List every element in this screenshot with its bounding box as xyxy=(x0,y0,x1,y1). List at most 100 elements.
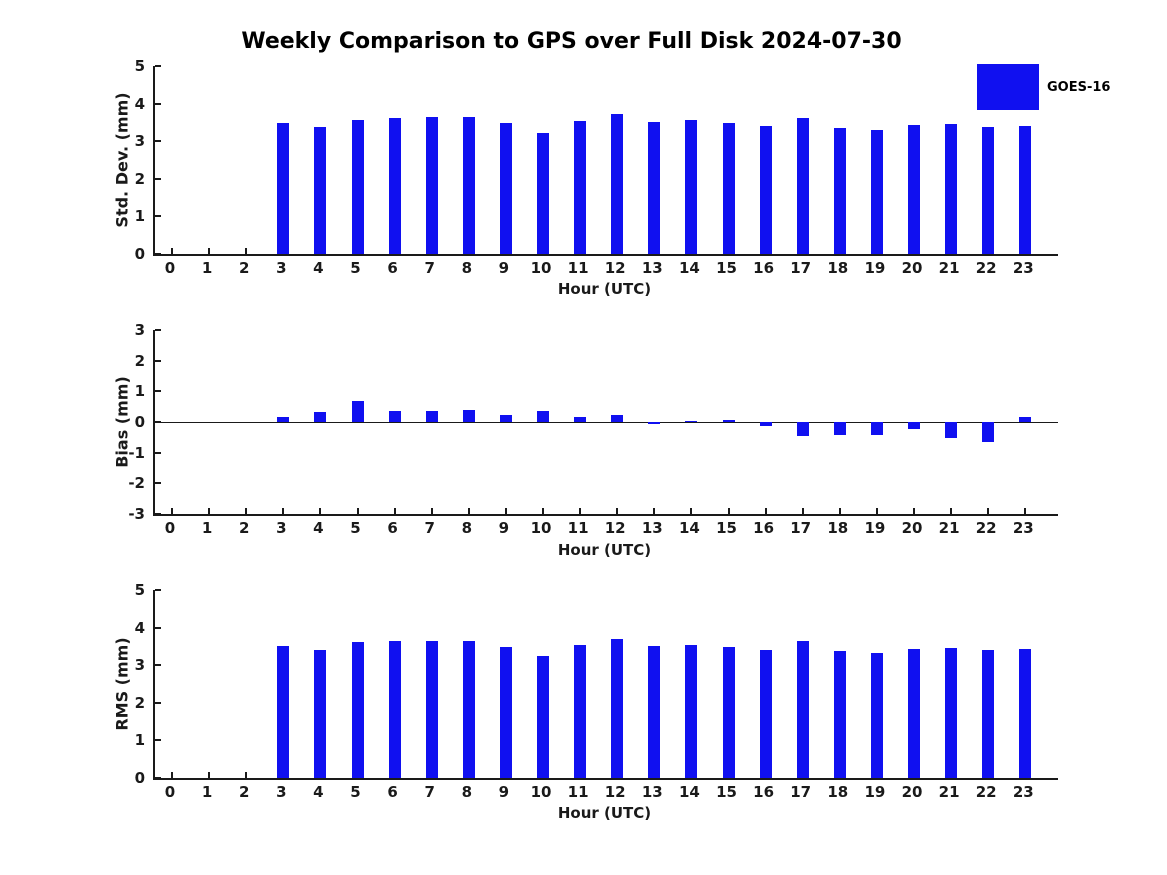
y-axis-label-rms: RMS (mm) xyxy=(112,637,132,731)
x-tick-label: 8 xyxy=(461,782,473,801)
bar-hour-18 xyxy=(833,127,846,254)
x-tick-label: 21 xyxy=(938,258,960,277)
bar-hour-6 xyxy=(388,117,401,254)
y-tick xyxy=(155,482,161,485)
y-tick-label: 0 xyxy=(134,244,145,263)
x-tick-label: 4 xyxy=(313,258,324,277)
x-tick-label: 13 xyxy=(641,258,663,277)
x-tick-label: 16 xyxy=(753,519,775,537)
x-tick-label: 15 xyxy=(716,258,737,277)
bar-hour-4 xyxy=(314,126,327,254)
x-tick xyxy=(430,508,433,514)
x-tick xyxy=(987,508,990,514)
bar-hour-5 xyxy=(351,401,364,422)
x-tick-label: 10 xyxy=(530,519,552,537)
bar-hour-11 xyxy=(574,644,587,778)
bar-hour-10 xyxy=(537,410,549,422)
y-tick xyxy=(155,664,161,666)
x-axis-label-stddev: Hour (UTC) xyxy=(557,280,652,298)
bar-hour-19 xyxy=(870,653,883,778)
y-tick xyxy=(155,215,161,217)
x-tick-label: 22 xyxy=(975,258,997,277)
y-tick xyxy=(155,589,161,591)
bar-hour-15 xyxy=(722,123,735,254)
x-tick-label: 6 xyxy=(387,782,398,801)
legend-label: GOES-16 xyxy=(1047,79,1111,95)
x-tick-label: 4 xyxy=(313,782,324,801)
bar-hour-5 xyxy=(351,642,364,778)
x-tick-label: 7 xyxy=(424,519,435,537)
bar-hour-20 xyxy=(908,422,920,430)
x-tick-label: 5 xyxy=(350,782,361,801)
bar-hour-22 xyxy=(982,126,995,254)
x-tick-label: 16 xyxy=(753,258,775,277)
bar-hour-8 xyxy=(462,640,475,778)
x-tick-label: 20 xyxy=(901,258,923,277)
x-tick-label: 20 xyxy=(901,782,923,801)
x-tick-label: 23 xyxy=(1012,258,1034,277)
bar-hour-21 xyxy=(945,422,958,438)
y-tick xyxy=(155,421,161,423)
y-tick xyxy=(155,451,161,454)
x-tick-label: 8 xyxy=(461,519,473,537)
bar-hour-9 xyxy=(499,414,512,422)
x-tick xyxy=(245,508,248,514)
x-tick xyxy=(579,508,582,514)
x-tick-label: 12 xyxy=(604,519,626,537)
stddev-plot-area xyxy=(153,65,1058,256)
bar-hour-11 xyxy=(574,121,587,254)
x-tick-label: 17 xyxy=(790,519,812,537)
x-tick xyxy=(356,508,359,514)
x-tick xyxy=(913,508,915,514)
x-tick-label: 6 xyxy=(387,258,398,277)
bar-hour-15 xyxy=(722,419,735,422)
y-tick-label: 2 xyxy=(134,351,145,370)
bar-hour-3 xyxy=(277,123,290,254)
y-tick-label: 2 xyxy=(134,169,145,188)
x-tick-label: 7 xyxy=(424,258,435,277)
y-tick-label: 0 xyxy=(134,768,145,787)
bar-hour-12 xyxy=(611,114,624,254)
x-tick-label: 19 xyxy=(864,782,886,801)
y-tick-label: 0 xyxy=(134,413,145,431)
x-tick-label: 15 xyxy=(716,519,737,537)
x-tick-label: 1 xyxy=(201,782,213,801)
bar-hour-22 xyxy=(982,422,995,443)
x-tick xyxy=(1024,508,1027,514)
x-tick-label: 9 xyxy=(498,782,510,801)
x-tick-label: 13 xyxy=(641,519,663,537)
bar-hour-14 xyxy=(685,120,698,254)
y-tick-label: 1 xyxy=(134,731,145,749)
x-tick-label: 7 xyxy=(424,782,435,801)
bar-hour-19 xyxy=(870,129,883,254)
chart-title: Weekly Comparison to GPS over Full Disk … xyxy=(241,29,902,54)
bar-hour-6 xyxy=(388,641,401,778)
x-tick xyxy=(208,247,211,254)
x-tick-label: 14 xyxy=(678,258,700,277)
x-tick-label: 11 xyxy=(567,258,589,277)
bar-hour-22 xyxy=(982,649,995,778)
x-tick xyxy=(764,508,767,514)
bar-hour-15 xyxy=(722,647,735,778)
x-tick-label: 18 xyxy=(827,258,849,277)
bar-hour-13 xyxy=(648,121,661,254)
x-tick-label: 17 xyxy=(790,782,812,801)
y-tick xyxy=(155,359,161,362)
x-tick-label: 10 xyxy=(530,258,552,277)
bar-hour-8 xyxy=(462,116,475,254)
bar-hour-16 xyxy=(759,422,772,427)
y-tick-label: -2 xyxy=(128,474,145,493)
x-tick xyxy=(282,508,285,514)
x-tick-label: 9 xyxy=(498,519,510,537)
x-tick xyxy=(171,247,173,254)
y-tick xyxy=(155,177,161,180)
x-tick xyxy=(245,771,248,778)
x-tick-label: 1 xyxy=(201,258,213,277)
x-tick-label: 15 xyxy=(716,782,737,801)
x-tick-label: 13 xyxy=(641,782,663,801)
y-tick xyxy=(155,776,161,779)
bar-hour-5 xyxy=(351,119,364,254)
x-tick xyxy=(690,508,693,514)
x-tick-label: 22 xyxy=(975,519,997,537)
bar-hour-4 xyxy=(314,650,327,778)
